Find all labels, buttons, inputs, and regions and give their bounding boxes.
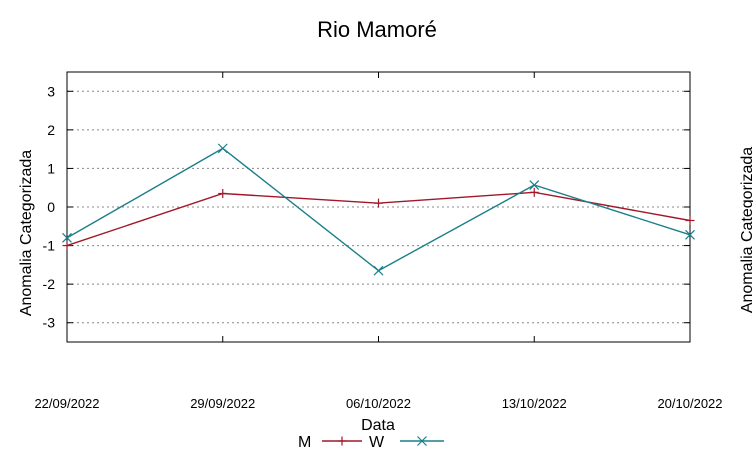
series-w <box>62 143 695 276</box>
y-tick-label: -1 <box>43 238 56 254</box>
right-y-axis-label: Anomalia Categorizada <box>739 147 753 313</box>
point-marker <box>417 436 427 446</box>
legend-label-m: M <box>298 434 311 451</box>
point-marker <box>62 232 72 243</box>
series-layer <box>62 143 695 276</box>
point-marker <box>685 229 695 240</box>
series-m <box>62 187 695 251</box>
legend-swatch-w <box>400 436 444 446</box>
y-axis-ticks: 3 2 1 0 -1 -2 -3 <box>43 83 690 331</box>
legend-label-w: W <box>369 434 385 451</box>
y-axis-label: Anomalia Categorizada <box>18 150 35 316</box>
x-tick-label: 13/10/2022 <box>502 396 567 411</box>
x-axis-ticks: 22/09/2022 29/09/2022 06/10/2022 13/10/2022… <box>34 72 723 411</box>
x-tick-label: 20/10/2022 <box>657 396 722 411</box>
point-marker <box>373 265 384 276</box>
legend-swatch-m <box>322 436 362 446</box>
x-axis-label: Data <box>361 417 395 434</box>
x-tick-label: 06/10/2022 <box>346 396 411 411</box>
y-tick-label: 0 <box>47 199 55 215</box>
y-tick-label: -2 <box>43 276 56 292</box>
point-marker <box>217 143 228 154</box>
point-marker <box>529 180 540 190</box>
y-tick-label: 1 <box>47 160 55 176</box>
chart-title: Rio Mamoré <box>317 17 437 42</box>
y-tick-label: -3 <box>43 315 56 331</box>
y-tick-label: 3 <box>47 83 55 99</box>
legend: M W <box>298 434 444 451</box>
series-line <box>66 147 691 272</box>
y-tick-label: 2 <box>47 122 55 138</box>
x-tick-label: 22/09/2022 <box>34 396 99 411</box>
x-tick-label: 29/09/2022 <box>190 396 255 411</box>
